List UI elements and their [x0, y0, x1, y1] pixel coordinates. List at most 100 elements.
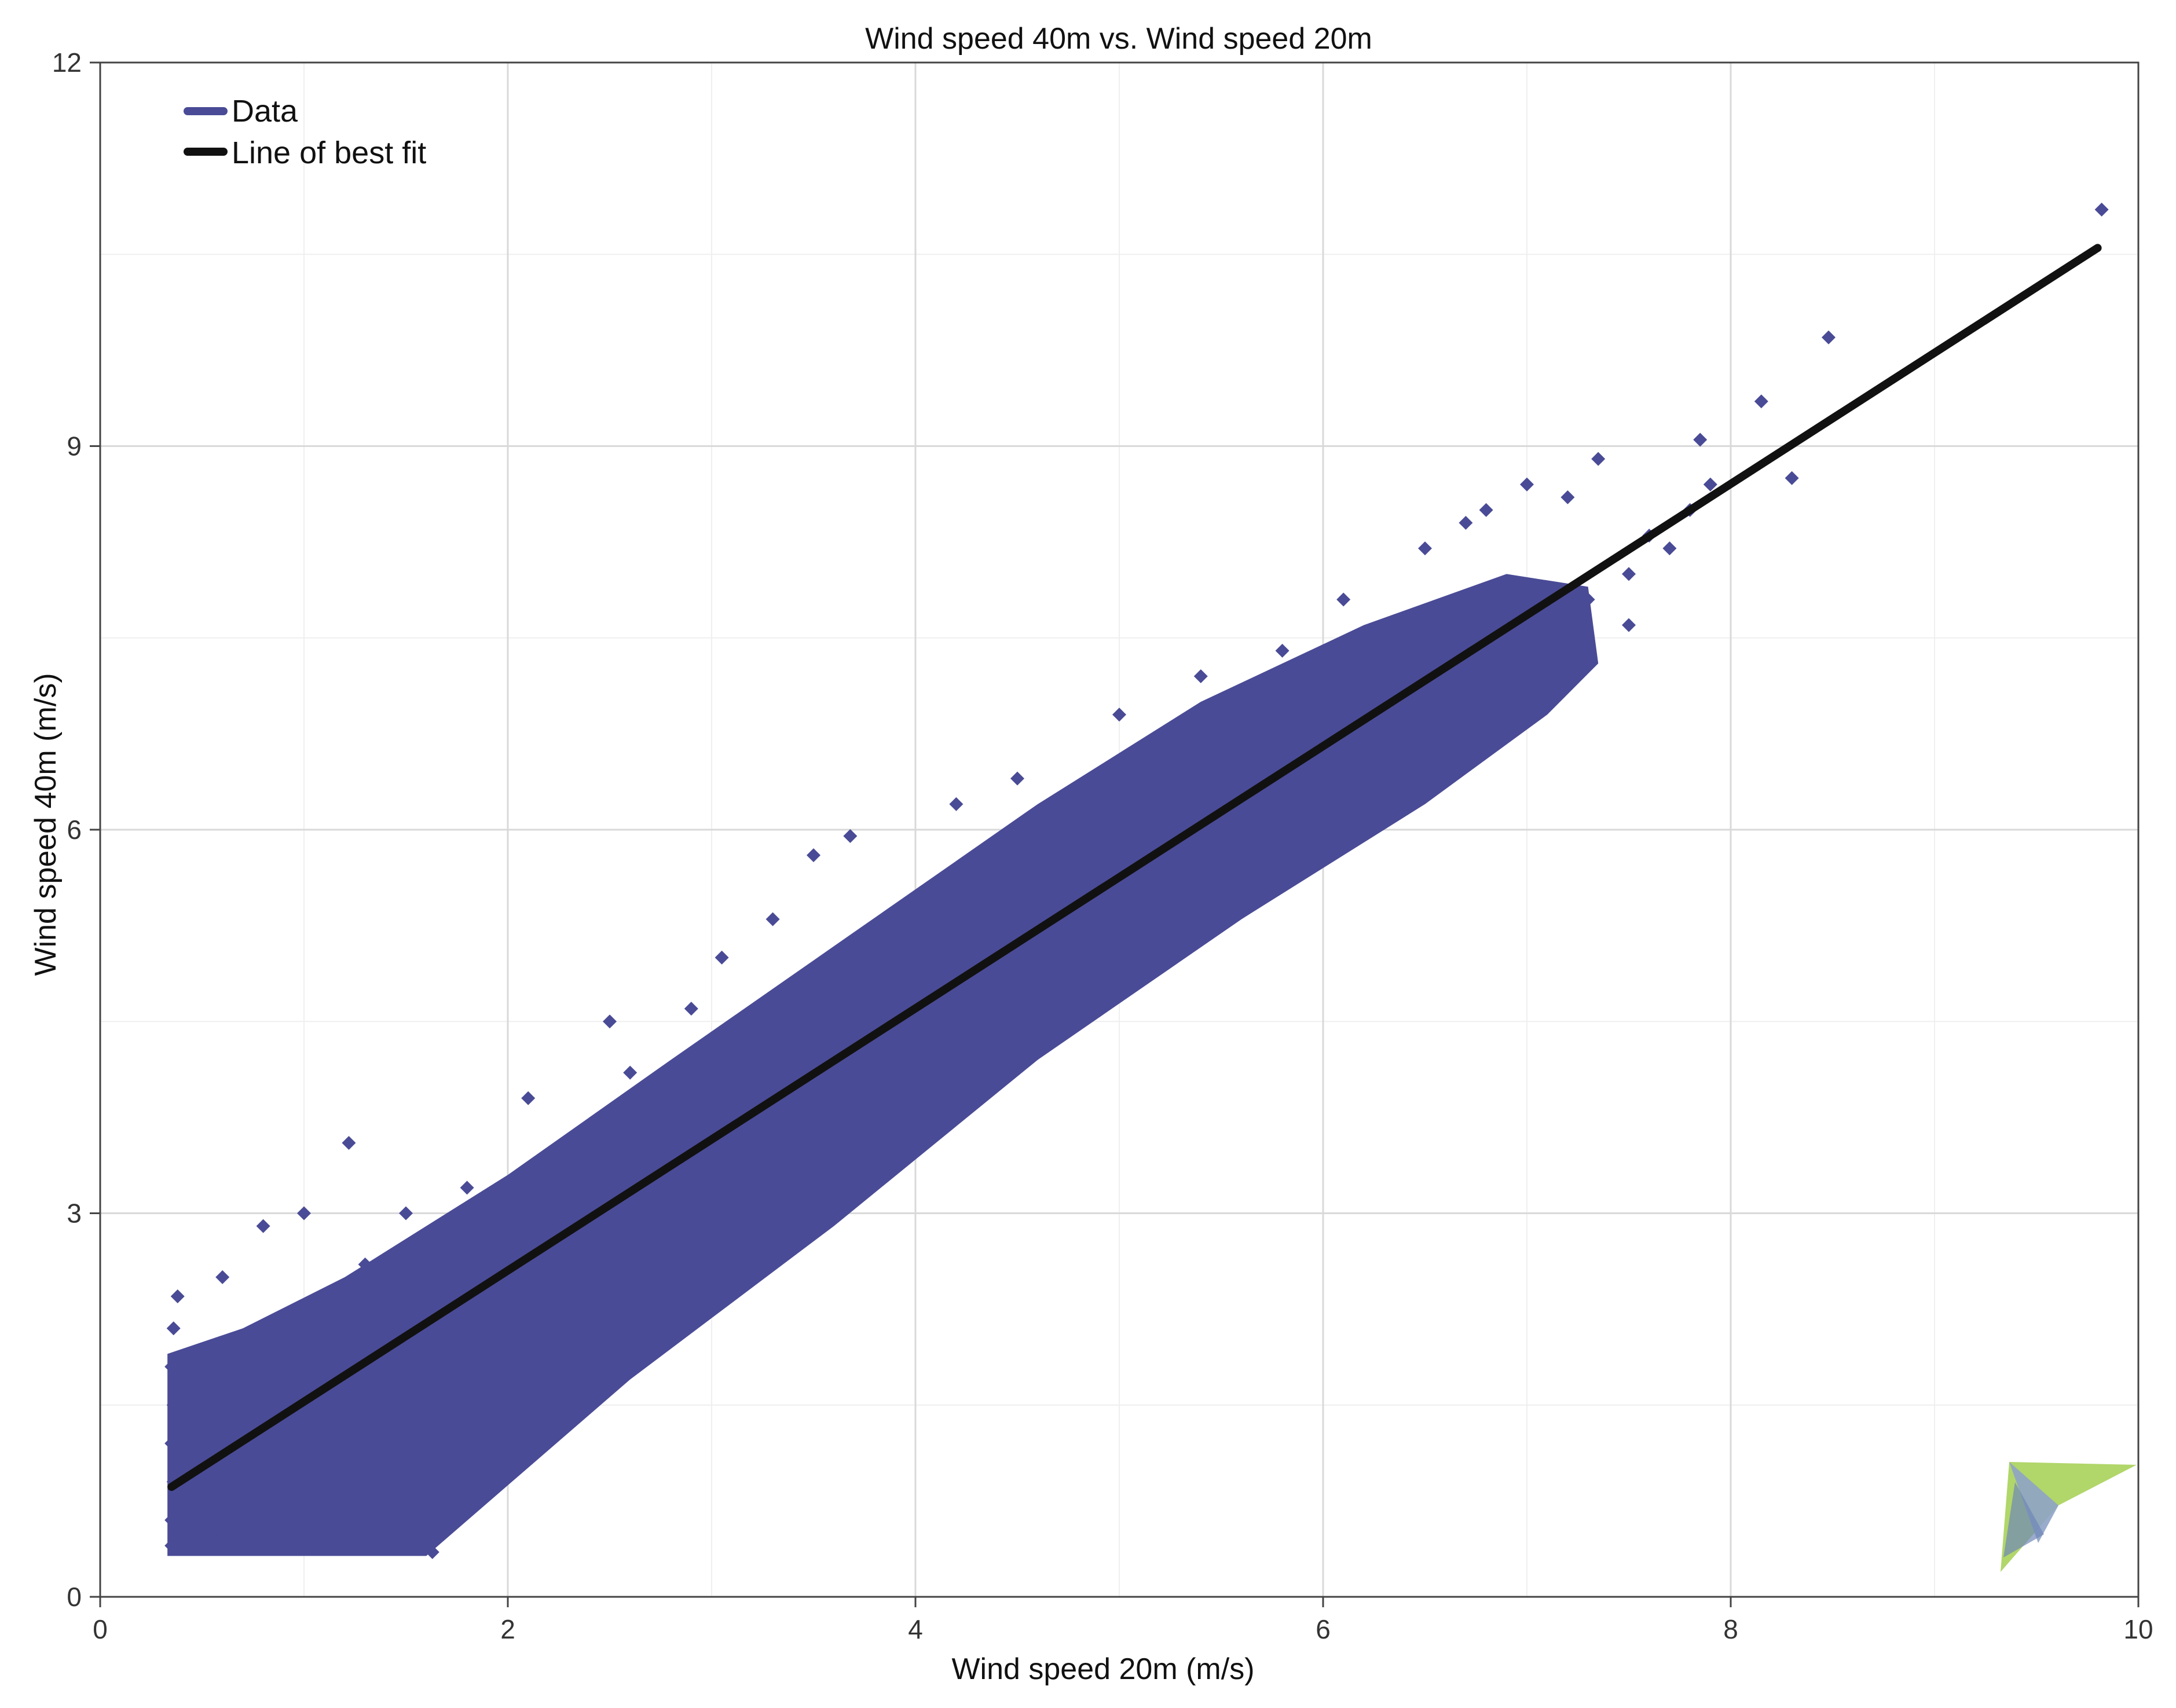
- y-tick-label: 12: [52, 47, 82, 78]
- x-tick-label: 6: [1316, 1614, 1331, 1644]
- y-axis-title: Wind speed 40m (m/s): [29, 673, 63, 976]
- scatter-point: [603, 1014, 617, 1029]
- y-tick-label: 9: [67, 431, 82, 461]
- scatter-point: [215, 1270, 230, 1284]
- scatter-point: [1010, 771, 1024, 786]
- scatter-point: [166, 1321, 181, 1336]
- y-axis-ticks: 0 3 6 9 12: [52, 47, 100, 1612]
- scatter-point: [276, 1347, 291, 1361]
- x-tick-label: 0: [93, 1614, 108, 1644]
- scatter-point: [1418, 746, 1432, 760]
- scatter-point: [215, 1385, 230, 1399]
- scatter-point: [1336, 797, 1351, 811]
- x-axis-title: Wind speed 20m (m/s): [951, 1652, 1254, 1686]
- scatter-point: [460, 1181, 474, 1195]
- scatter-point: [1193, 669, 1208, 683]
- scatter-point: [348, 1526, 362, 1540]
- scatter-point: [1173, 899, 1188, 914]
- scatter-point: [1622, 618, 1636, 632]
- x-tick-label: 10: [2123, 1614, 2153, 1644]
- scatter-point: [1591, 452, 1606, 466]
- scatter-point: [425, 1545, 439, 1559]
- scatter-point: [847, 1053, 862, 1067]
- scatter-point: [909, 976, 922, 990]
- scatter-point: [1703, 477, 1717, 492]
- scatter-point: [705, 1116, 719, 1131]
- legend-label-data: Data: [232, 94, 298, 129]
- scatter-point: [521, 1091, 536, 1105]
- scatter-point: [215, 1526, 230, 1540]
- scatter-point: [1581, 592, 1595, 607]
- scatter-point: [1336, 592, 1351, 607]
- scatter-point: [1112, 708, 1126, 722]
- scatter-point: [378, 1385, 393, 1399]
- scatter-point: [317, 1538, 332, 1553]
- scatter-point: [378, 1538, 393, 1553]
- x-tick-label: 2: [500, 1614, 515, 1644]
- x-tick-label: 8: [1723, 1614, 1738, 1644]
- scatter-point: [1560, 490, 1575, 504]
- scatter-point: [1091, 937, 1106, 952]
- legend: Data Line of best fit: [184, 94, 426, 170]
- scatter-point: [358, 1257, 372, 1271]
- scatter-point: [1560, 656, 1575, 670]
- scatter-point: [1255, 835, 1269, 850]
- scatter-point: [715, 950, 729, 965]
- scatter-point: [807, 1130, 820, 1143]
- scatter-point: [1173, 823, 1188, 837]
- scatter-point: [256, 1526, 270, 1540]
- scatter-point: [297, 1436, 311, 1450]
- scatter-point: [419, 1359, 434, 1374]
- scatter-point: [1010, 976, 1024, 990]
- scatter-point: [807, 848, 820, 863]
- line-of-best-fit: [167, 244, 2102, 1491]
- scatter-point: [399, 1206, 413, 1220]
- scatter-point: [1520, 477, 1534, 492]
- scatter-point: [342, 1136, 356, 1150]
- scatter-point: [1693, 433, 1708, 447]
- scatter-point: [929, 1053, 943, 1067]
- scatter-point: [843, 829, 858, 844]
- scatter-point: [1479, 503, 1493, 517]
- scatter-point: [807, 1053, 820, 1067]
- scatter-point: [867, 1091, 882, 1105]
- scatter-point: [1112, 835, 1126, 850]
- y-tick-label: 0: [67, 1582, 82, 1612]
- scatter-point: [1754, 394, 1768, 409]
- scatter-point: [1010, 912, 1024, 926]
- scatter-point: [2094, 202, 2109, 217]
- scatter-point: [1662, 541, 1677, 556]
- scatter-point: [623, 1065, 638, 1080]
- x-tick-label: 4: [908, 1614, 923, 1644]
- scatter-point: [276, 1538, 291, 1553]
- scatter-point: [1214, 771, 1228, 786]
- scatter-point: [1459, 516, 1473, 530]
- scatter-point: [623, 1283, 638, 1297]
- chart-title: Wind speed 40m vs. Wind speed 20m: [865, 22, 1372, 56]
- scatter-point: [1316, 695, 1330, 709]
- scatter-point: [164, 1359, 179, 1374]
- scatter-point: [164, 1436, 179, 1450]
- x-axis-ticks: 0 2 4 6 8 10: [93, 1597, 2153, 1644]
- scatter-point: [236, 1538, 250, 1553]
- y-tick-label: 6: [67, 815, 82, 845]
- scatter-point: [195, 1423, 209, 1438]
- scatter-point: [170, 1289, 185, 1304]
- scatter-point: [949, 797, 964, 811]
- scatter-point: [1275, 643, 1290, 658]
- software-logo-icon: [2001, 1462, 2137, 1572]
- y-tick-label: 3: [67, 1198, 82, 1229]
- scatter-point: [1418, 618, 1432, 632]
- scatter-density-band: [167, 574, 1599, 1556]
- legend-label-fit: Line of best fit: [232, 135, 426, 170]
- scatter-point: [1785, 471, 1799, 485]
- scatter-point: [1499, 695, 1514, 709]
- scatter-point: [501, 1372, 515, 1387]
- scatter-point: [725, 1219, 739, 1233]
- scatter-point: [460, 1372, 474, 1387]
- scatter-point: [684, 1257, 698, 1271]
- scatter-point: [164, 1538, 179, 1553]
- scatter-point: [562, 1347, 576, 1361]
- scatter-point: [166, 1398, 181, 1412]
